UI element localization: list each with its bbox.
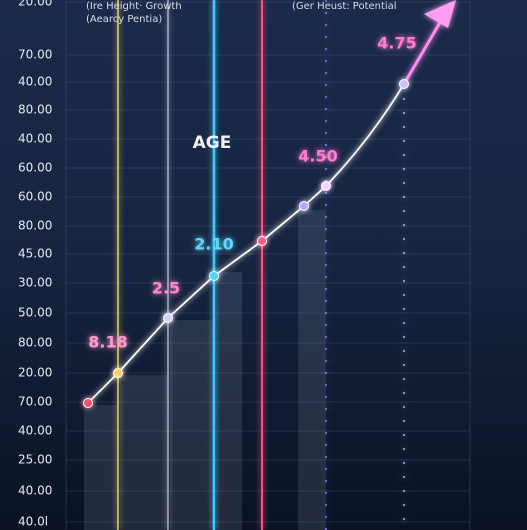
point xyxy=(163,313,173,323)
y-label: 30.00 xyxy=(18,276,52,290)
y-label: 70.00 xyxy=(18,395,52,409)
y-label: 40.00 xyxy=(18,484,52,498)
point xyxy=(321,181,331,191)
point xyxy=(399,79,409,89)
arrow-shaft xyxy=(402,13,447,85)
y-label: 60.00 xyxy=(18,190,52,204)
note: (Aearcy Pentia) xyxy=(86,14,162,25)
note: (Ger Heust: Potential xyxy=(292,1,397,12)
point-label: 4.50 xyxy=(298,147,337,166)
y-label: 50.00 xyxy=(18,306,52,320)
bars xyxy=(84,210,326,530)
note: (Ire Height· Growth xyxy=(86,1,182,12)
y-label: 40.0l xyxy=(18,515,48,529)
bg-bar xyxy=(298,210,326,530)
y-label: 40.00 xyxy=(18,132,52,146)
point xyxy=(83,398,93,408)
point xyxy=(209,271,219,281)
point xyxy=(299,201,309,211)
vertical-lines xyxy=(117,0,405,530)
y-label: 80.00 xyxy=(18,336,52,350)
bg-bar xyxy=(120,375,168,530)
y-label: 80.00 xyxy=(18,103,52,117)
point-label: 8.18 xyxy=(88,333,127,352)
y-label: 80.00 xyxy=(18,219,52,233)
bg-bar xyxy=(84,405,118,530)
y-label: 60.00 xyxy=(18,161,52,175)
bg-bar xyxy=(170,320,214,530)
axis-title: AGE xyxy=(193,133,232,153)
y-label: 40.00 xyxy=(18,424,52,438)
y-label: 25.00 xyxy=(18,453,52,467)
y-label: 40.00 xyxy=(18,75,52,89)
grid xyxy=(65,0,471,530)
point xyxy=(113,368,123,378)
points xyxy=(83,79,409,408)
point-label: 2.5 xyxy=(152,279,180,298)
point xyxy=(257,236,267,246)
y-label: 45.00 xyxy=(18,247,52,261)
point-label: 2.10 xyxy=(194,235,233,254)
bg-bar xyxy=(216,272,242,530)
y-label: 20.00 xyxy=(18,0,52,9)
y-label: 20.00 xyxy=(18,366,52,380)
point-label: 4.75 xyxy=(377,34,416,53)
arrow-head xyxy=(424,0,456,28)
y-label: 70.00 xyxy=(18,48,52,62)
